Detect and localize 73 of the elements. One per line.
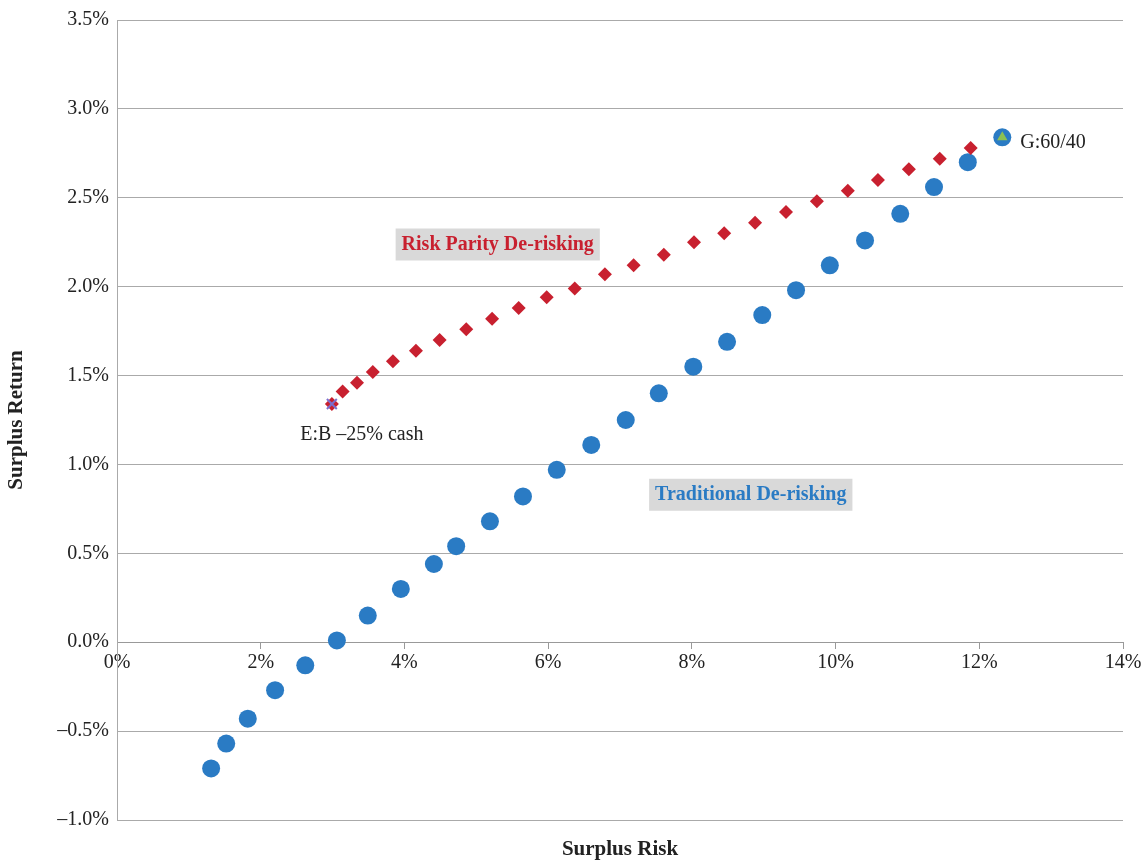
x-tick-label: 10% bbox=[817, 650, 854, 673]
y-tick-label: 1.0% bbox=[67, 451, 109, 474]
y-tick-label: –0.5% bbox=[56, 718, 109, 741]
x-tick-label: 6% bbox=[534, 650, 562, 673]
y-tick-label: 2.0% bbox=[67, 273, 109, 296]
point bbox=[447, 537, 466, 556]
point bbox=[539, 290, 554, 305]
point bbox=[616, 411, 635, 429]
y-axis-title: Surplus Return bbox=[3, 349, 28, 490]
point bbox=[787, 281, 806, 300]
point bbox=[391, 579, 410, 598]
point bbox=[840, 183, 855, 198]
point bbox=[753, 306, 772, 325]
point bbox=[687, 235, 702, 250]
point bbox=[408, 343, 423, 358]
x-tick-label: 2% bbox=[247, 650, 275, 673]
point bbox=[649, 384, 668, 403]
text: Traditional De-risking bbox=[655, 481, 847, 505]
point bbox=[365, 365, 380, 379]
y-tick-label: 0.5% bbox=[67, 540, 109, 563]
point bbox=[513, 487, 532, 506]
point bbox=[424, 555, 443, 573]
point bbox=[266, 681, 285, 700]
point bbox=[925, 178, 944, 197]
y-tick-label: 1.5% bbox=[67, 362, 109, 385]
y-tick-label: 2.5% bbox=[67, 185, 109, 208]
point bbox=[717, 226, 732, 241]
point bbox=[582, 435, 601, 454]
point bbox=[480, 512, 499, 531]
annotation: E:B –25% cash bbox=[300, 422, 424, 445]
series-label: Risk Parity De-risking bbox=[401, 231, 594, 255]
point bbox=[217, 734, 236, 753]
point bbox=[238, 709, 257, 728]
x-tick-label: 12% bbox=[960, 650, 998, 673]
point bbox=[350, 375, 364, 390]
point bbox=[748, 215, 763, 230]
y-tick-label: 3.0% bbox=[67, 96, 109, 119]
point bbox=[901, 162, 916, 177]
point bbox=[656, 247, 671, 262]
point bbox=[335, 384, 350, 399]
point bbox=[459, 322, 474, 337]
point bbox=[963, 141, 978, 155]
point bbox=[202, 759, 221, 778]
point bbox=[718, 332, 737, 351]
x-tick-label: 0% bbox=[103, 650, 131, 673]
annotation: G:60/40 bbox=[1020, 129, 1086, 152]
point bbox=[567, 281, 582, 296]
point bbox=[958, 153, 977, 172]
point bbox=[891, 204, 910, 223]
y-tick-label: 0.0% bbox=[67, 629, 109, 652]
y-tick-label: 3.5% bbox=[67, 7, 109, 30]
point bbox=[597, 267, 612, 282]
point bbox=[626, 258, 641, 273]
point bbox=[432, 333, 447, 347]
point bbox=[296, 656, 315, 675]
point bbox=[820, 256, 839, 275]
point bbox=[870, 173, 885, 187]
point bbox=[327, 631, 346, 650]
point bbox=[778, 205, 793, 219]
point bbox=[856, 231, 875, 250]
point bbox=[932, 151, 947, 166]
x-tick-label: 8% bbox=[678, 650, 706, 673]
point bbox=[809, 194, 824, 209]
point bbox=[358, 606, 377, 625]
point bbox=[547, 460, 566, 479]
y-tick-label: –1.0% bbox=[56, 807, 109, 830]
x-tick-label: 14% bbox=[1104, 650, 1142, 673]
point bbox=[684, 357, 703, 376]
point bbox=[385, 354, 400, 369]
x-tick-label: 4% bbox=[391, 650, 418, 673]
x-axis-title: Surplus Risk bbox=[561, 836, 679, 861]
point bbox=[485, 311, 500, 326]
point bbox=[511, 301, 526, 315]
